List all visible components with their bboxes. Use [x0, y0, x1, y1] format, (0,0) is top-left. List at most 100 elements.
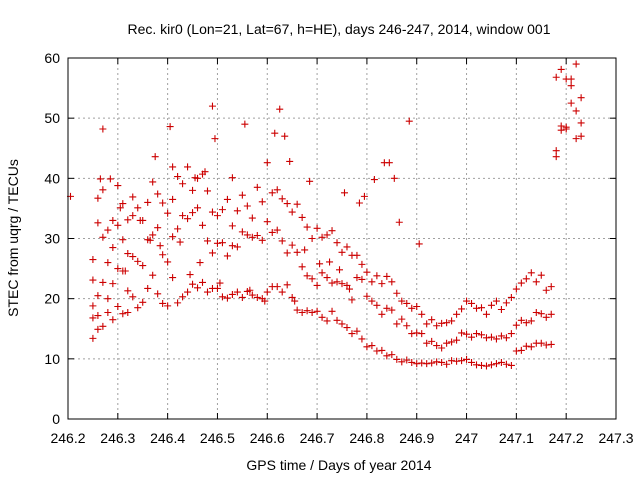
data-point	[393, 289, 401, 297]
data-point	[211, 135, 219, 143]
x-tick-label: 246.5	[200, 430, 235, 446]
data-point	[398, 297, 406, 305]
data-point	[99, 322, 107, 330]
data-point	[383, 272, 391, 280]
data-point	[228, 222, 236, 230]
data-point	[94, 219, 102, 227]
data-point	[308, 309, 316, 317]
data-point	[278, 237, 286, 245]
data-point	[129, 253, 137, 261]
data-point	[303, 307, 311, 315]
data-point	[517, 316, 525, 324]
data-point	[184, 288, 192, 296]
data-point	[453, 357, 461, 365]
data-point	[448, 338, 456, 346]
data-point	[268, 228, 276, 236]
data-point	[512, 347, 520, 355]
data-point	[507, 293, 515, 301]
data-point	[278, 288, 286, 296]
data-point	[238, 228, 246, 236]
data-point	[522, 319, 530, 327]
data-point	[213, 212, 221, 220]
data-point	[388, 306, 396, 314]
data-point	[203, 187, 211, 195]
data-point	[388, 278, 396, 286]
data-point	[473, 304, 481, 312]
data-point	[473, 361, 481, 369]
data-point	[283, 200, 291, 208]
data-point	[333, 316, 341, 324]
data-point	[99, 186, 107, 194]
data-point	[306, 177, 314, 185]
data-point	[89, 302, 97, 310]
data-point	[89, 334, 97, 342]
data-point	[318, 313, 326, 321]
data-point	[233, 207, 241, 215]
data-point	[463, 355, 471, 363]
data-point	[492, 360, 500, 368]
data-point	[577, 119, 585, 127]
data-point	[199, 221, 207, 229]
data-point	[233, 288, 241, 296]
data-point	[348, 330, 356, 338]
data-point	[253, 293, 261, 301]
data-point	[146, 236, 154, 244]
data-point	[323, 231, 331, 239]
data-point	[159, 199, 167, 207]
data-point	[517, 346, 525, 354]
data-point	[378, 346, 386, 354]
data-point	[477, 331, 485, 339]
data-point	[378, 280, 386, 288]
data-point	[537, 339, 545, 347]
data-point	[373, 301, 381, 309]
data-point	[164, 258, 172, 266]
data-point	[537, 310, 545, 318]
data-point	[502, 360, 510, 368]
data-point	[547, 283, 555, 291]
x-tick-label: 246.7	[300, 430, 335, 446]
data-point	[263, 288, 271, 296]
data-point	[482, 310, 490, 318]
data-point	[194, 204, 202, 212]
data-point	[343, 281, 351, 289]
data-point	[487, 301, 495, 309]
data-point	[223, 252, 231, 260]
data-point	[353, 327, 361, 335]
x-tick-label: 246.3	[100, 430, 135, 446]
data-point	[415, 240, 423, 248]
data-point	[343, 243, 351, 251]
data-points	[66, 60, 585, 370]
data-point	[99, 278, 107, 286]
x-tick-label: 246.2	[50, 430, 85, 446]
data-point	[532, 309, 540, 317]
data-point	[557, 126, 565, 134]
data-point	[233, 243, 241, 251]
data-point	[363, 292, 371, 300]
data-point	[492, 335, 500, 343]
data-point	[89, 314, 97, 322]
data-point	[522, 275, 530, 283]
data-point	[136, 216, 144, 224]
data-point	[106, 175, 114, 183]
data-point	[316, 260, 324, 268]
data-point	[94, 312, 102, 320]
data-point	[323, 274, 331, 282]
data-point	[477, 304, 485, 312]
data-point	[323, 317, 331, 325]
data-point	[547, 340, 555, 348]
data-point	[423, 360, 431, 368]
data-point	[463, 330, 471, 338]
data-point	[313, 281, 321, 289]
data-point	[360, 192, 368, 200]
data-point	[428, 337, 436, 345]
data-point	[497, 332, 505, 340]
data-point	[355, 199, 363, 207]
data-point	[303, 272, 311, 280]
data-point	[203, 237, 211, 245]
data-point	[363, 268, 371, 276]
data-point	[393, 320, 401, 328]
data-point	[453, 336, 461, 344]
data-point	[507, 361, 515, 369]
data-point	[189, 209, 197, 217]
data-point	[328, 227, 336, 235]
